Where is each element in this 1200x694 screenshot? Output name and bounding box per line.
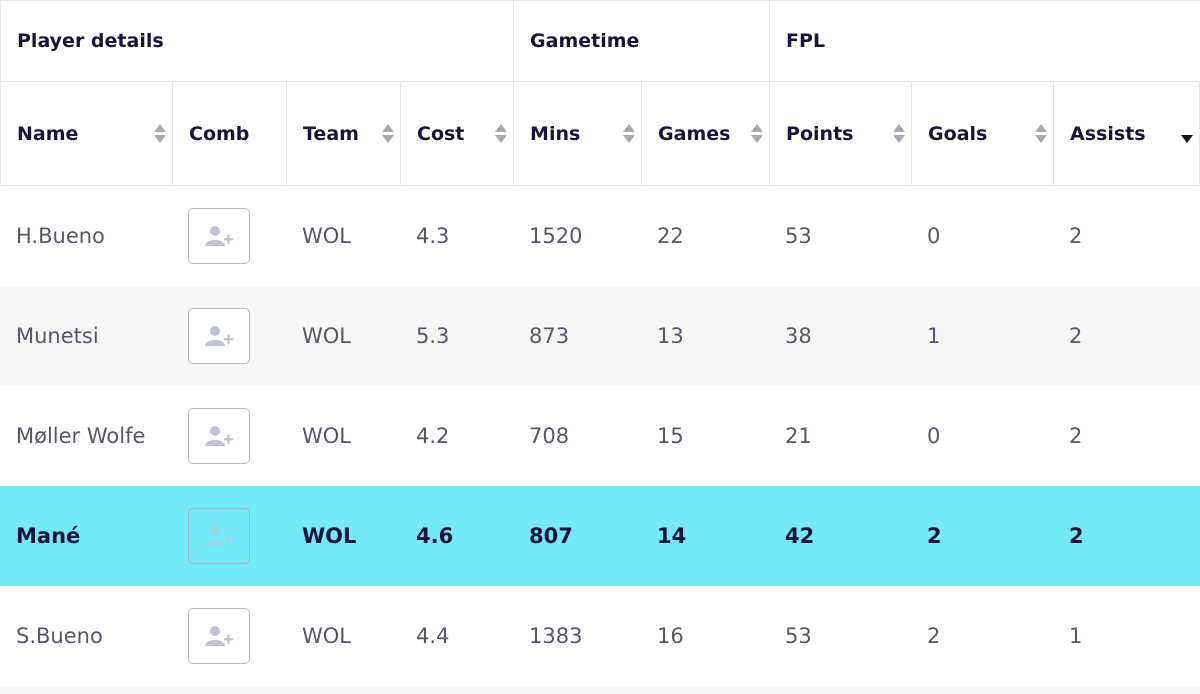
add-to-comb-button[interactable] [188, 208, 250, 264]
column-header-row: Name Comb Team Cost Mins Games [0, 82, 1200, 186]
column-header-comb: Comb [172, 82, 286, 186]
cell-assists: 2 [1069, 424, 1083, 448]
column-header-label: Points [786, 122, 854, 145]
cell-name[interactable]: S.Bueno [16, 624, 103, 648]
group-fpl: FPL [769, 0, 1200, 82]
column-header-goals[interactable]: Goals [911, 82, 1054, 186]
cell-games: 22 [657, 224, 684, 248]
table-row[interactable]: Møller Wolfe WOL 4.2 708 15 21 0 2 [0, 386, 1200, 486]
cell-team: WOL [302, 624, 351, 648]
add-user-icon [205, 526, 233, 546]
add-to-comb-button[interactable] [188, 308, 250, 364]
cell-goals: 0 [927, 424, 941, 448]
cell-mins: 873 [513, 286, 642, 386]
column-header-label: Games [658, 122, 731, 145]
cell-games: 15 [657, 424, 684, 448]
sort-icon[interactable] [154, 123, 166, 145]
cell-mins: 708 [529, 424, 570, 448]
cell-cost: 4.4 [416, 624, 450, 648]
add-to-comb-button[interactable] [188, 408, 250, 464]
cell-assists: 2 [1069, 224, 1083, 248]
cell-comb [172, 186, 286, 286]
table-row[interactable]: H.Bueno WOL 4.3 1520 22 53 0 2 [0, 186, 1200, 286]
column-header-label: Mins [530, 122, 581, 145]
cell-name[interactable]: Mané [0, 486, 172, 586]
cell-mins: 1520 [529, 224, 583, 248]
cell-cost: 4.6 [400, 486, 514, 586]
column-header-games[interactable]: Games [641, 82, 770, 186]
cell-name[interactable]: Munetsi [0, 286, 172, 386]
column-header-label: Goals [928, 122, 988, 145]
table-row-partial [0, 686, 1200, 694]
cell-partial [0, 686, 1200, 694]
cell-assists: 2 [1053, 486, 1200, 586]
cell-team: WOL [286, 486, 400, 586]
cell-points: 42 [769, 486, 912, 586]
table-row[interactable]: S.Bueno WOL 4.4 1383 16 53 2 1 [0, 586, 1200, 686]
cell-mins: 1383 [529, 624, 583, 648]
add-user-icon [205, 426, 233, 446]
cell-mins: 807 [513, 486, 642, 586]
add-to-comb-button[interactable] [188, 608, 250, 664]
cell-games: 13 [641, 286, 770, 386]
sort-icon[interactable] [751, 123, 764, 145]
column-header-points[interactable]: Points [769, 82, 912, 186]
sort-icon[interactable] [495, 123, 508, 145]
add-to-comb-button[interactable] [188, 508, 250, 564]
add-user-icon [205, 626, 233, 646]
cell-goals: 2 [927, 624, 941, 648]
column-header-label: Cost [417, 122, 465, 145]
column-header-label: Assists [1070, 122, 1146, 145]
cell-team: WOL [302, 424, 351, 448]
add-user-icon [205, 226, 233, 246]
cell-team: WOL [286, 286, 400, 386]
cell-cost: 4.2 [416, 424, 450, 448]
cell-name[interactable]: H.Bueno [16, 224, 105, 248]
cell-points: 53 [785, 224, 812, 248]
group-gametime: Gametime [513, 0, 770, 82]
column-header-team[interactable]: Team [286, 82, 400, 186]
cell-goals: 0 [927, 224, 941, 248]
group-player-details: Player details [0, 0, 514, 82]
table-row[interactable]: Munetsi WOL 5.3 873 13 38 1 2 [0, 286, 1200, 386]
column-header-assists[interactable]: Assists [1053, 82, 1200, 186]
cell-points: 53 [785, 624, 812, 648]
cell-comb [172, 586, 286, 686]
group-header-row: Player details Gametime FPL [0, 0, 1200, 82]
cell-points: 21 [785, 424, 812, 448]
column-header-label: Name [17, 122, 79, 145]
cell-comb [172, 286, 286, 386]
cell-cost: 4.3 [416, 224, 450, 248]
cell-assists: 1 [1069, 624, 1083, 648]
column-header-mins[interactable]: Mins [513, 82, 642, 186]
sort-icon[interactable] [893, 123, 906, 145]
column-header-name[interactable]: Name [0, 82, 172, 186]
sort-icon[interactable] [382, 123, 394, 145]
cell-name[interactable]: Møller Wolfe [16, 424, 146, 448]
cell-team: WOL [302, 224, 351, 248]
cell-goals: 2 [911, 486, 1054, 586]
cell-games: 14 [641, 486, 770, 586]
sort-icon[interactable] [1035, 123, 1048, 145]
sort-icon[interactable] [623, 123, 636, 145]
column-header-label: Team [303, 122, 359, 145]
cell-points: 38 [769, 286, 912, 386]
cell-comb [172, 486, 286, 586]
cell-cost: 5.3 [400, 286, 514, 386]
table-row-highlighted[interactable]: Mané WOL 4.6 807 14 42 2 2 [0, 486, 1200, 586]
column-header-cost[interactable]: Cost [400, 82, 514, 186]
cell-games: 16 [657, 624, 684, 648]
add-user-icon [205, 326, 233, 346]
cell-assists: 2 [1053, 286, 1200, 386]
sort-desc-icon[interactable] [1181, 123, 1194, 145]
cell-comb [172, 386, 286, 486]
column-header-label: Comb [189, 122, 250, 145]
cell-goals: 1 [911, 286, 1054, 386]
